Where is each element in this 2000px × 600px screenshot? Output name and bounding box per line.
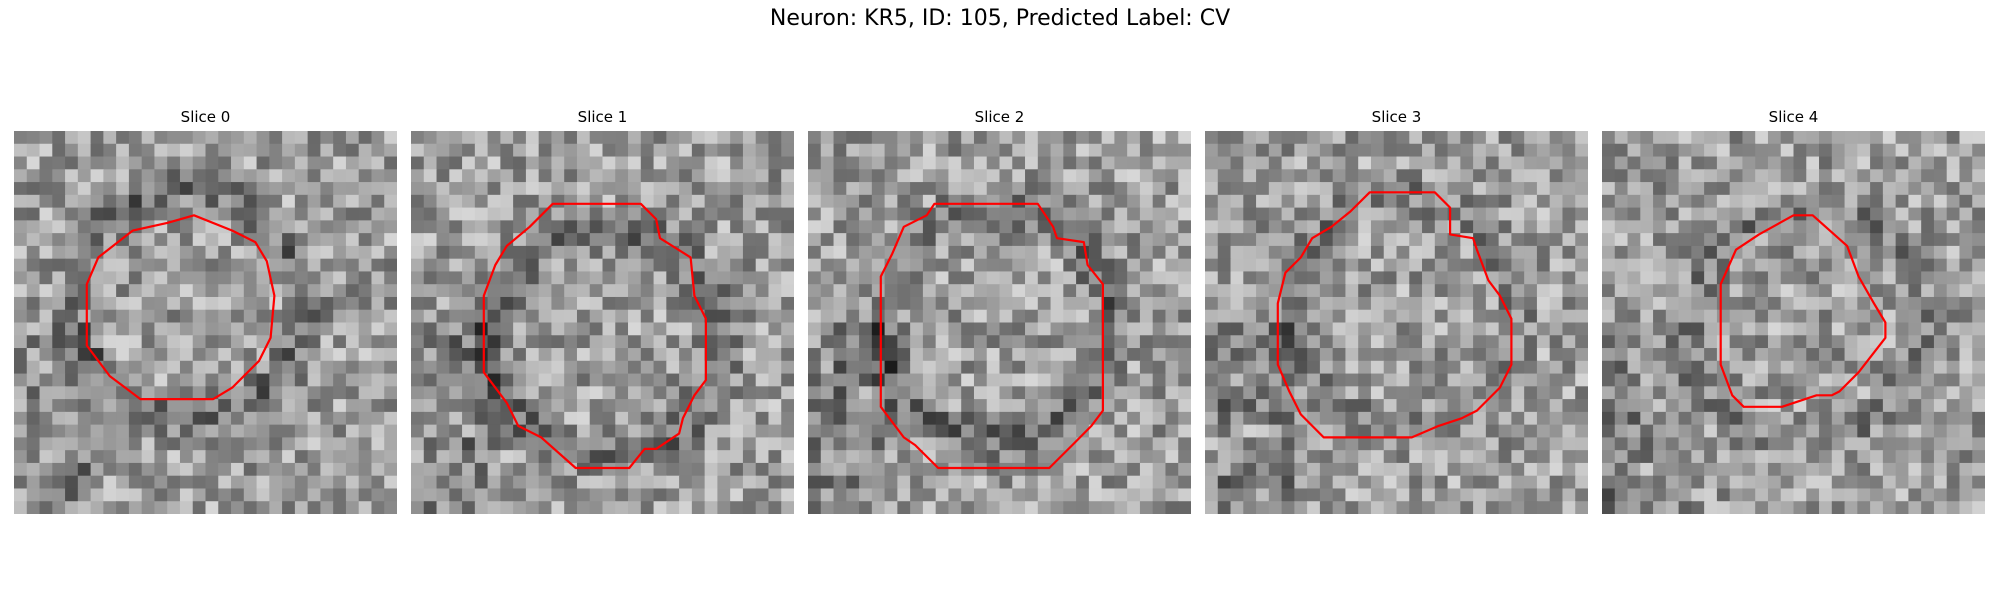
slice-panel-4: Slice 4	[1602, 105, 1985, 514]
pixel-grid	[1205, 131, 1588, 514]
cell-contour	[482, 202, 707, 470]
cell-contour	[879, 202, 1104, 470]
slice-title: Slice 3	[1371, 108, 1422, 126]
slice-title: Slice 2	[974, 108, 1025, 126]
cell-contour	[1276, 191, 1513, 439]
slice-title: Slice 4	[1768, 108, 1819, 126]
pixel-grid	[808, 131, 1191, 514]
slice-title: Slice 1	[577, 108, 628, 126]
pixel-grid	[411, 131, 794, 514]
slice-panel-3: Slice 3	[1205, 105, 1588, 514]
slice-panel-2: Slice 2	[808, 105, 1191, 514]
slice-image	[14, 131, 397, 514]
figure-title: Neuron: KR5, ID: 105, Predicted Label: C…	[769, 6, 1231, 31]
cell-contour	[1719, 214, 1887, 408]
slice-image	[1602, 131, 1985, 514]
slice-image	[808, 131, 1191, 514]
slice-title: Slice 0	[180, 108, 231, 126]
slice-panel-0: Slice 0	[14, 105, 397, 514]
slice-image	[1205, 131, 1588, 514]
cell-contour	[85, 214, 276, 401]
pixel-grid	[14, 131, 397, 514]
slice-image	[411, 131, 794, 514]
pixel-grid	[1602, 131, 1985, 514]
slice-panel-1: Slice 1	[411, 105, 794, 514]
